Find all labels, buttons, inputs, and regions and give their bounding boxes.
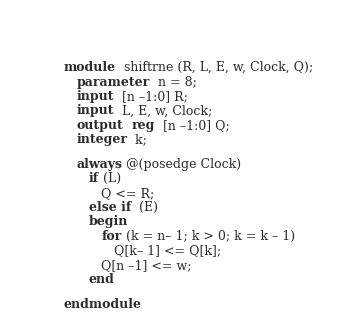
Text: k;: k; xyxy=(127,133,147,146)
Text: (L): (L) xyxy=(99,172,121,185)
Text: (k = n– 1; k > 0; k = k – 1): (k = n– 1; k > 0; k = k – 1) xyxy=(122,230,295,243)
Text: parameter: parameter xyxy=(76,76,150,89)
Text: reg: reg xyxy=(131,119,155,132)
Text: Q[n –1] <= w;: Q[n –1] <= w; xyxy=(101,259,192,272)
Text: else if: else if xyxy=(89,201,131,214)
Text: shiftrne (R, L, E, w, Clock, Q);: shiftrne (R, L, E, w, Clock, Q); xyxy=(116,61,313,74)
Text: always: always xyxy=(76,158,122,171)
Text: end: end xyxy=(89,273,115,286)
Text: Q[k– 1] <= Q[k];: Q[k– 1] <= Q[k]; xyxy=(114,244,221,257)
Text: integer: integer xyxy=(76,133,127,146)
Text: for: for xyxy=(101,230,122,243)
Text: (E): (E) xyxy=(131,201,158,214)
Text: begin: begin xyxy=(89,215,128,228)
Text: input: input xyxy=(76,104,114,118)
Text: output: output xyxy=(76,119,123,132)
Text: module: module xyxy=(64,61,116,74)
Text: @(posedge Clock): @(posedge Clock) xyxy=(122,158,242,171)
Text: input: input xyxy=(76,90,114,103)
Text: L, E, w, Clock;: L, E, w, Clock; xyxy=(114,104,212,118)
Text: endmodule: endmodule xyxy=(64,298,142,311)
Text: Q <= R;: Q <= R; xyxy=(101,187,155,200)
Text: if: if xyxy=(89,172,99,185)
Text: [n –1:0] Q;: [n –1:0] Q; xyxy=(155,119,229,132)
Text: n = 8;: n = 8; xyxy=(150,76,197,89)
Text: [n –1:0] R;: [n –1:0] R; xyxy=(114,90,188,103)
